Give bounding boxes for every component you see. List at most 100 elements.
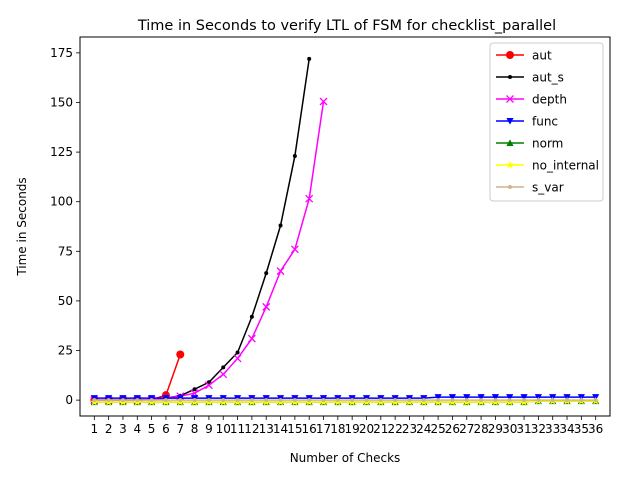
x-tick-label: 31 <box>516 422 531 436</box>
data-point-s-var <box>192 398 197 403</box>
data-point-s-var <box>436 398 441 403</box>
data-point-s-var <box>507 398 512 403</box>
legend-marker <box>508 185 512 189</box>
data-point-func <box>434 394 442 401</box>
data-point-s-var <box>321 398 326 403</box>
data-point-s-var <box>335 398 340 403</box>
data-point-s-var <box>163 398 168 403</box>
data-point-func <box>463 394 471 401</box>
x-tick-label: 17 <box>316 422 331 436</box>
data-point-func <box>506 394 514 401</box>
data-point-depth <box>247 334 256 343</box>
data-point-func <box>477 394 485 401</box>
data-point-s-var <box>249 398 254 403</box>
data-point-depth <box>219 370 228 379</box>
x-tick-label: 35 <box>574 422 589 436</box>
x-tick-label: 28 <box>473 422 488 436</box>
data-point-s-var <box>278 398 283 403</box>
data-point-s-var <box>149 398 154 403</box>
legend-marker <box>506 139 514 146</box>
x-tick-label: 7 <box>176 422 184 436</box>
data-point-s-var <box>292 398 297 403</box>
x-tick-label: 18 <box>330 422 345 436</box>
data-point-func <box>448 394 457 401</box>
series-line-func <box>94 396 596 399</box>
legend-item-s-var: s_var <box>496 181 564 195</box>
data-point-s-var <box>92 398 97 403</box>
data-point-s-var <box>235 398 240 403</box>
data-point-s-var <box>350 398 355 403</box>
x-tick-label: 30 <box>502 422 517 436</box>
legend-marker <box>506 118 514 125</box>
x-tick-label: 36 <box>588 422 603 436</box>
x-tick-label: 13 <box>259 422 274 436</box>
data-point-s-var <box>493 398 498 403</box>
legend-item-func: func <box>496 115 558 129</box>
legend-marker <box>508 75 512 79</box>
data-point-func <box>491 394 500 401</box>
series-line-depth <box>94 101 325 401</box>
x-tick-label: 34 <box>559 422 574 436</box>
data-point-depth <box>305 194 314 203</box>
y-axis-ticks: 0 25 50 75 100 125 150 175 <box>50 46 80 407</box>
x-tick-label: 11 <box>230 422 245 436</box>
y-tick-label: 75 <box>58 244 73 258</box>
x-tick-label: 27 <box>459 422 474 436</box>
data-point-s-var <box>407 398 412 403</box>
x-tick-label: 12 <box>244 422 259 436</box>
legend-label: no_internal <box>532 159 599 173</box>
data-point-aut-s <box>264 271 269 276</box>
x-tick-label: 8 <box>191 422 199 436</box>
x-tick-label: 6 <box>162 422 170 436</box>
data-point-s-var <box>393 398 398 403</box>
data-point-s-var <box>106 398 111 403</box>
data-point-s-var <box>178 398 183 403</box>
y-tick-label: 100 <box>50 195 73 209</box>
data-point-s-var <box>464 398 469 403</box>
y-axis-label: Time in Seconds <box>15 177 29 276</box>
legend-label: s_var <box>532 181 564 195</box>
x-tick-label: 10 <box>216 422 231 436</box>
data-point-depth <box>290 245 299 254</box>
x-axis-label: Number of Checks <box>290 451 401 465</box>
y-tick-label: 50 <box>58 294 73 308</box>
x-tick-label: 5 <box>148 422 156 436</box>
y-tick-label: 25 <box>58 344 73 358</box>
data-point-func <box>520 394 528 401</box>
x-tick-label: 4 <box>133 422 141 436</box>
legend-box <box>489 42 604 202</box>
data-point-s-var <box>364 398 369 403</box>
data-point-s-var <box>421 398 426 403</box>
legend-marker <box>506 95 514 103</box>
legend-label: func <box>532 115 558 129</box>
x-tick-label: 3 <box>119 422 127 436</box>
data-point-s-var <box>522 398 527 403</box>
legend-item-aut-s: aut_s <box>496 71 564 85</box>
data-point-aut-s <box>278 223 283 228</box>
data-point-s-var <box>593 398 598 403</box>
x-tick-label: 2 <box>105 422 113 436</box>
x-tick-label: 19 <box>345 422 360 436</box>
x-tick-label: 24 <box>416 422 431 436</box>
data-point-aut-s <box>235 350 240 355</box>
data-point-s-var <box>135 398 140 403</box>
data-point-aut-s <box>307 56 312 61</box>
data-point-aut-s <box>292 154 297 159</box>
y-tick-label: 150 <box>50 95 73 109</box>
x-tick-label: 20 <box>359 422 374 436</box>
data-point-s-var <box>536 398 541 403</box>
chart-title: Time in Seconds to verify LTL of FSM for… <box>137 18 556 34</box>
data-point-s-var <box>378 398 383 403</box>
data-point-s-var <box>450 398 455 403</box>
legend-label: norm <box>532 137 563 151</box>
data-point-aut-s <box>192 387 197 392</box>
data-point-s-var <box>479 398 484 403</box>
y-tick-label: 175 <box>50 46 73 60</box>
x-tick-label: 9 <box>205 422 213 436</box>
legend-marker <box>506 160 514 169</box>
legend-marker <box>506 51 514 59</box>
data-point-s-var <box>550 398 555 403</box>
data-point-depth <box>276 267 285 276</box>
